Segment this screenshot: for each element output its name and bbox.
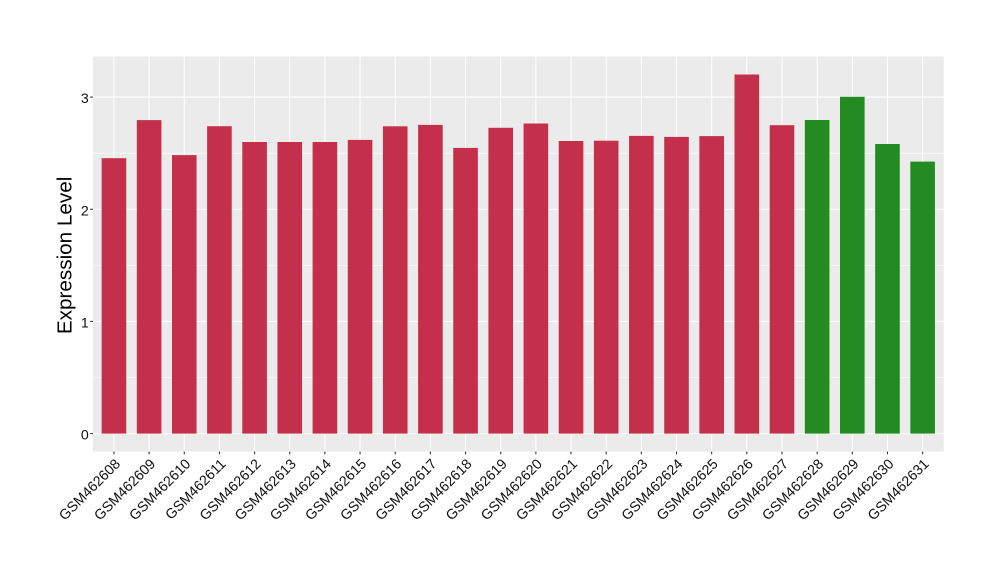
svg-text:Expression Level: Expression Level [54, 177, 77, 335]
svg-text:2: 2 [81, 203, 89, 219]
svg-text:3: 3 [81, 91, 89, 107]
svg-text:0: 0 [81, 428, 89, 444]
svg-text:1: 1 [81, 316, 89, 332]
